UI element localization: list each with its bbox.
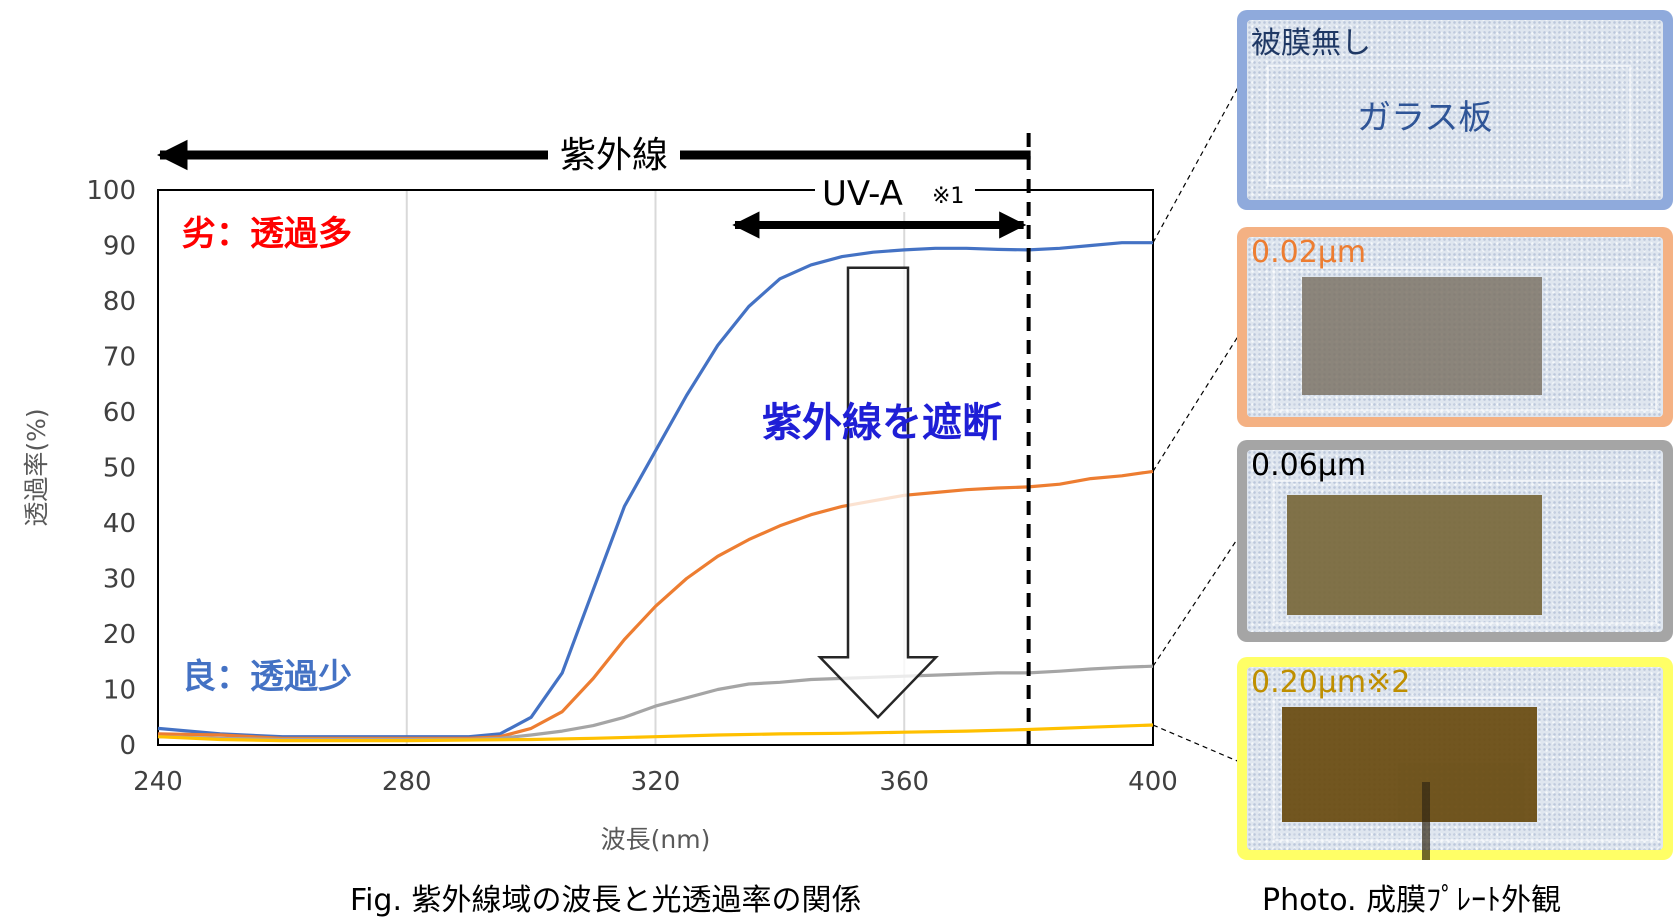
connector-line-2 — [1152, 329, 1243, 472]
connector-line-3 — [1152, 531, 1243, 667]
x-tick-label-240: 240 — [133, 767, 183, 797]
plate-photo — [1247, 450, 1663, 632]
y-tick-label-60: 60 — [103, 398, 136, 428]
uva-note-mark: ※1 — [932, 184, 964, 209]
x-tick-label-400: 400 — [1128, 767, 1178, 797]
uv-range-label: 紫外線 — [560, 135, 668, 176]
y-axis-label: 透過率(%) — [22, 408, 51, 526]
photo-thickness-label: 0.06μm — [1251, 448, 1367, 483]
glass-plate-edge — [1273, 267, 1657, 411]
y-tick-label-0: 0 — [119, 731, 136, 761]
photo-panel-1: 被膜無しガラス板 — [1237, 10, 1673, 210]
glass-plate-edge — [1273, 697, 1657, 841]
coating-film — [1302, 277, 1542, 395]
photo-thickness-label: 0.20μm※2 — [1251, 665, 1411, 700]
connector-line-4 — [1152, 724, 1243, 764]
glass-plate-edge — [1267, 65, 1631, 187]
y-tick-label-70: 70 — [103, 343, 136, 373]
plate-photo — [1247, 20, 1663, 200]
photo-thickness-label: 0.02μm — [1251, 235, 1367, 270]
film-scratch — [1422, 782, 1430, 860]
y-tick-label-20: 20 — [103, 620, 136, 650]
plate-photo — [1247, 667, 1663, 860]
good-label: 良：透過少 — [182, 657, 352, 697]
coating-film — [1282, 707, 1537, 860]
photo-sublabel: ガラス板 — [1357, 98, 1493, 138]
figure-caption: Fig. 紫外線域の波長と光透過率の関係 — [350, 883, 862, 918]
y-tick-label-100: 100 — [86, 176, 136, 206]
uva-range-label: UV-A — [822, 174, 903, 214]
coating-film — [1287, 495, 1542, 615]
photo-panel-2: 0.02μm — [1237, 227, 1673, 427]
y-tick-label-80: 80 — [103, 287, 136, 317]
uv-block-label: 紫外線を遮断 — [762, 400, 1002, 446]
series-line-4 — [157, 723, 1154, 743]
plate-photo — [1247, 237, 1663, 417]
poor-label: 劣：透過多 — [182, 214, 352, 254]
photo-panel-3: 0.06μm — [1237, 440, 1673, 642]
plot-frame — [157, 189, 1154, 746]
photo-panel-4: 0.20μm※2 — [1237, 657, 1673, 860]
x-tick-label-280: 280 — [382, 767, 432, 797]
block-arrow — [817, 266, 939, 720]
uv-label-bg — [548, 130, 680, 176]
connector-line-1 — [1152, 79, 1243, 244]
photo-thickness-label: 被膜無し — [1251, 26, 1371, 61]
y-tick-label-10: 10 — [103, 676, 136, 706]
photo-caption: Photo. 成膜ﾌﾟﾚｰﾄ外観 — [1262, 883, 1562, 918]
uva-label-bg — [815, 172, 975, 212]
y-tick-label-30: 30 — [103, 565, 136, 595]
x-tick-label-320: 320 — [631, 767, 681, 797]
x-axis-label: 波長(nm) — [601, 825, 711, 854]
y-tick-label-40: 40 — [103, 509, 136, 539]
x-tick-label-360: 360 — [879, 767, 929, 797]
glass-plate-edge — [1273, 480, 1657, 624]
y-tick-label-50: 50 — [103, 454, 136, 484]
y-tick-label-90: 90 — [103, 232, 136, 262]
